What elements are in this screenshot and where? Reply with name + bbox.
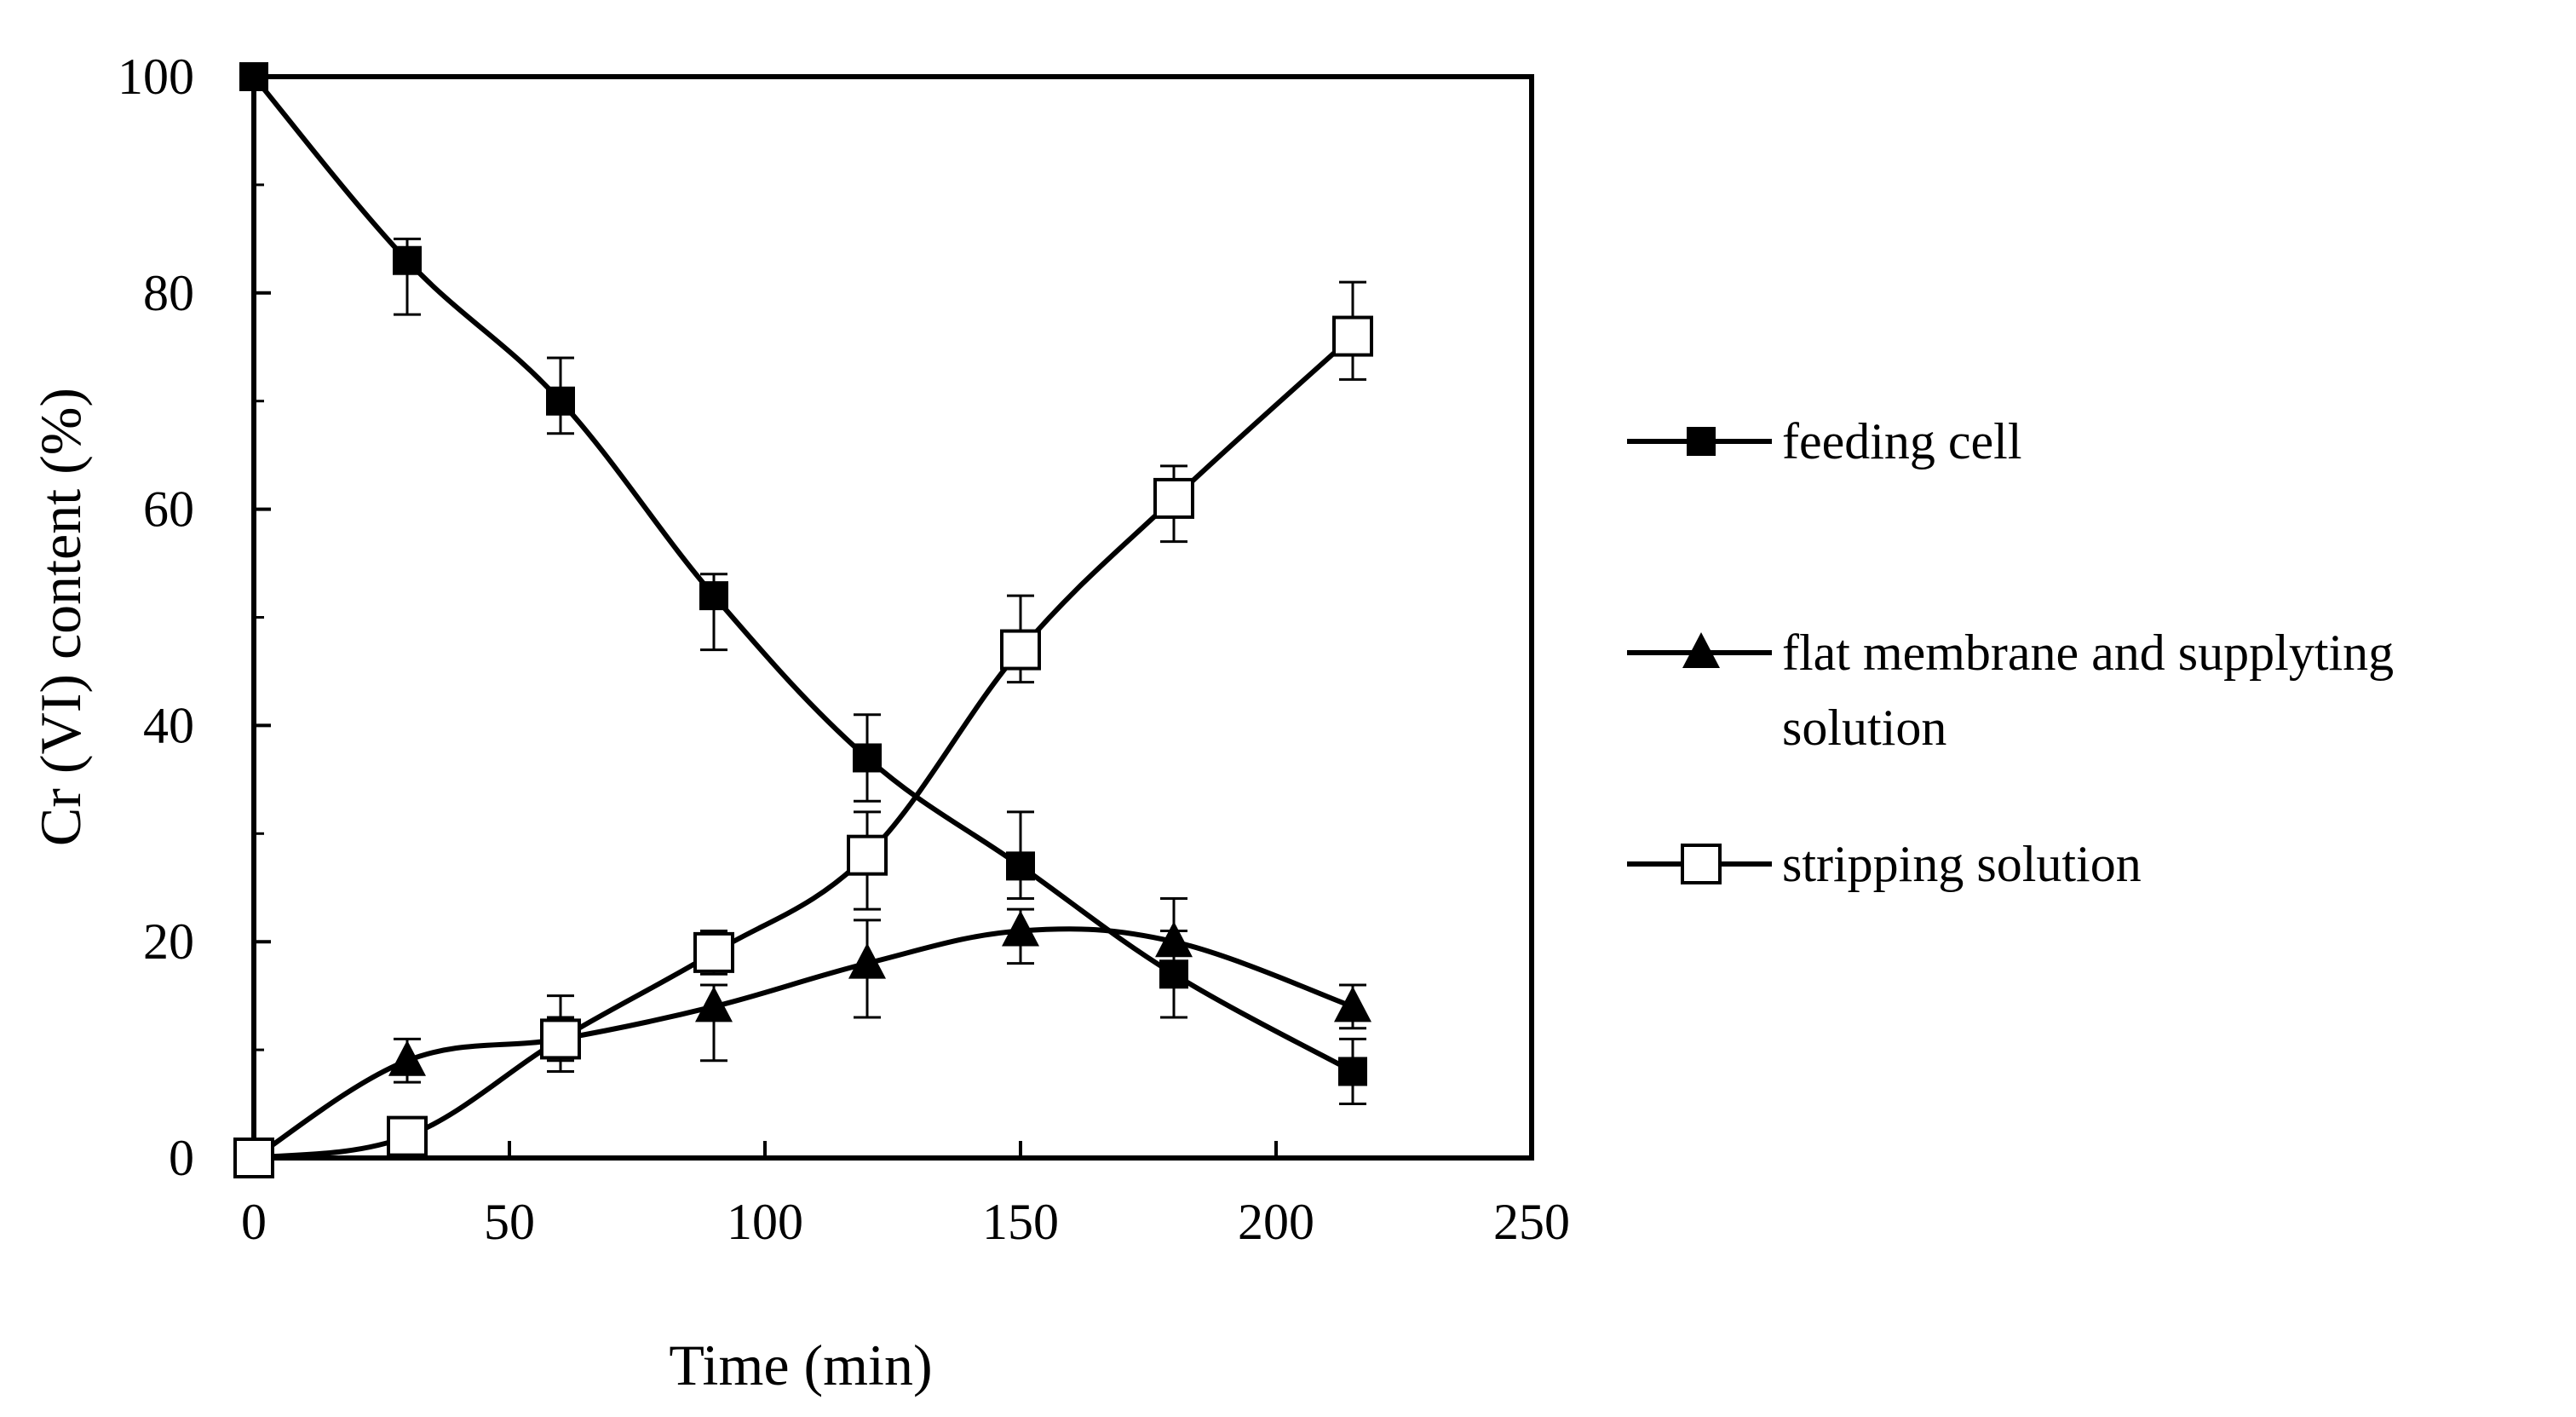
data-point-1 [1002, 910, 1039, 947]
legend-label-line: solution [1782, 700, 1946, 756]
y-axis-title: Cr (VI) content (%) [28, 388, 93, 846]
data-point-1 [1155, 921, 1193, 958]
data-point-1 [848, 942, 886, 979]
legend-item-1: flat membrane and supplyting solution [1627, 625, 2394, 756]
y-tick-label: 60 [143, 481, 194, 538]
data-point-0 [239, 62, 268, 91]
data-point-0 [1159, 959, 1188, 989]
x-tick-label: 100 [727, 1194, 803, 1250]
plot-frame [251, 74, 1534, 1161]
x-tick-label: 0 [241, 1194, 267, 1250]
legend-label: flat membrane and supplyting solution [1782, 625, 2394, 756]
data-point-2 [233, 1138, 274, 1178]
data-point-2 [1153, 477, 1194, 519]
data-point-0 [546, 386, 575, 416]
y-tick-label: 40 [143, 697, 194, 753]
series-line-1 [252, 926, 1354, 1161]
x-axis-title: Time (min) [669, 1333, 932, 1397]
data-point-0 [1338, 1057, 1367, 1086]
x-tick-label: 150 [982, 1194, 1059, 1250]
data-point-2 [1000, 629, 1041, 671]
legend-item-0: feeding cell [1627, 413, 2022, 469]
legend-label: feeding cell [1782, 413, 2022, 469]
data-point-0 [699, 581, 728, 611]
y-tick-label: 20 [143, 913, 194, 970]
data-point-1 [388, 1040, 426, 1076]
x-tick-label: 50 [484, 1194, 535, 1250]
data-point-2 [540, 1018, 581, 1060]
series-line-2 [253, 334, 1355, 1161]
x-ticks: 0 50 100 150 200 250 [241, 1141, 1570, 1250]
y-tick-label: 80 [143, 265, 194, 321]
y-ticks: 0 20 40 60 80 100 [118, 49, 271, 1186]
legend-marker [1681, 844, 1722, 884]
data-point-2 [387, 1115, 428, 1157]
data-point-2 [693, 931, 734, 973]
y-tick-label: 0 [169, 1130, 194, 1186]
data-point-1 [695, 986, 733, 1022]
x-tick-label: 200 [1238, 1194, 1314, 1250]
legend-label: stripping solution [1782, 836, 2142, 892]
data-point-1 [1334, 986, 1371, 1022]
legend-label-line: flat membrane and supplyting [1782, 625, 2394, 681]
y-tick-label: 100 [118, 49, 194, 105]
data-point-0 [393, 245, 422, 275]
legend: feeding cell flat membrane and supplyting… [1627, 413, 2394, 892]
series-markers [233, 62, 1373, 1178]
legend-marker [1687, 427, 1716, 456]
legend-marker [1682, 632, 1720, 668]
series-line-0 [251, 75, 1354, 1074]
data-point-2 [847, 834, 888, 876]
x-tick-label: 250 [1493, 1194, 1570, 1250]
data-point-2 [1332, 315, 1373, 357]
data-point-0 [853, 743, 882, 773]
legend-item-2: stripping solution [1627, 836, 2142, 892]
data-point-0 [1006, 851, 1035, 881]
